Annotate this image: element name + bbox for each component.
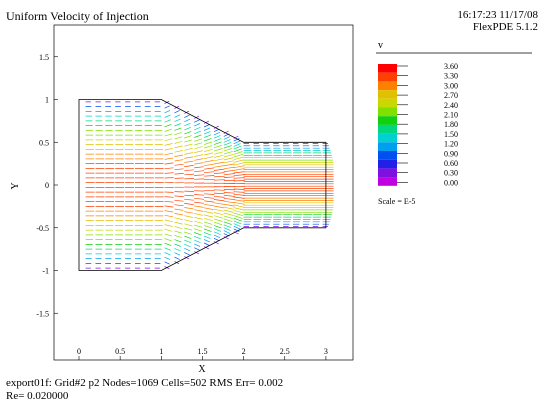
- velocity-arrow-row: [85, 188, 334, 193]
- y-axis-label: Y: [10, 182, 21, 189]
- legend-value: 0.90: [444, 149, 458, 158]
- legend-title: v: [378, 40, 383, 51]
- velocity-arrow-row: [85, 128, 333, 159]
- legend-value: 3.00: [444, 81, 458, 90]
- velocity-arrow-row: [85, 185, 334, 188]
- velocity-arrow-row: [85, 157, 334, 173]
- velocity-arrow-row: [85, 110, 330, 149]
- velocity-arrow-row: [85, 200, 334, 218]
- velocity-arrow-row: [85, 219, 331, 256]
- run-info: export01f: Grid#2 p2 Nodes=1069 Cells=50…: [6, 377, 284, 389]
- velocity-arrows: [85, 100, 334, 270]
- legend-value: 3.60: [444, 62, 458, 71]
- velocity-arrow-row: [85, 100, 328, 144]
- legend-swatch: [378, 142, 397, 151]
- legend-items: 3.603.303.002.702.402.101.801.501.200.90…: [378, 62, 458, 187]
- velocity-arrow-row: [85, 226, 328, 270]
- legend-value: 1.20: [444, 140, 458, 149]
- velocity-arrow-row: [85, 119, 332, 154]
- legend-swatch: [378, 159, 397, 169]
- legend-swatch: [378, 116, 397, 125]
- reynolds-number: Re= 0.020000: [6, 390, 69, 402]
- legend-swatch: [378, 72, 397, 82]
- legend-value: 2.10: [444, 111, 458, 120]
- velocity-arrow-row: [85, 162, 334, 175]
- legend-swatch: [378, 168, 397, 178]
- legend-value: 0.60: [444, 159, 458, 168]
- velocity-arrow-row: [85, 143, 334, 166]
- velocity-arrow-row: [85, 167, 334, 178]
- velocity-arrow-row: [85, 195, 334, 208]
- velocity-arrow-row: [85, 172, 334, 180]
- legend-swatch: [378, 133, 397, 143]
- legend-value: 0.00: [444, 178, 458, 187]
- chart-title: Uniform Velocity of Injection: [6, 9, 149, 23]
- legend-swatch: [378, 81, 397, 91]
- legend-swatch: [378, 90, 397, 99]
- y-tick-label: 0: [45, 181, 49, 190]
- legend-value: 2.40: [444, 101, 458, 110]
- y-axis-ticks: 1.5 1 0.5 0 -0.5 -1 -1.5: [36, 53, 58, 318]
- x-tick-label: 0: [77, 347, 81, 356]
- x-tick-label: 2.5: [280, 347, 290, 356]
- velocity-arrow-row: [85, 192, 334, 203]
- legend-swatch: [378, 98, 397, 108]
- legend-value: 1.80: [444, 120, 458, 129]
- x-axis-label: X: [198, 364, 206, 375]
- legend-value: 3.30: [444, 72, 458, 81]
- velocity-arrow-row: [85, 221, 330, 260]
- y-tick-label: -1.5: [36, 309, 49, 318]
- x-tick-label: 2: [242, 347, 246, 356]
- x-tick-label: 1.5: [197, 347, 207, 356]
- y-tick-label: 1: [45, 96, 49, 105]
- x-tick-label: 3: [324, 347, 328, 356]
- y-tick-label: 1.5: [39, 53, 49, 62]
- velocity-arrow-row: [85, 152, 334, 170]
- velocity-arrow-row: [85, 124, 332, 156]
- y-tick-label: -0.5: [36, 224, 49, 233]
- velocity-arrow-row: [85, 105, 329, 147]
- legend-scale-note: Scale = E-5: [378, 197, 415, 206]
- software-version: FlexPDE 5.1.2: [472, 21, 538, 33]
- x-axis-ticks: 0 0.5 1 1.5 2 2.5 3: [77, 347, 328, 360]
- x-tick-label: 1: [159, 347, 163, 356]
- legend: v 3.603.303.002.702.402.101.801.501.200.…: [376, 40, 532, 206]
- velocity-arrow-row: [85, 197, 334, 213]
- velocity-arrow-row: [85, 133, 333, 161]
- velocity-arrow-row: [85, 216, 332, 251]
- velocity-arrow-row: [85, 223, 329, 265]
- velocity-arrow-row: [85, 138, 334, 163]
- y-tick-label: -1: [42, 267, 49, 276]
- velocity-arrow-row: [85, 204, 334, 227]
- timestamp: 16:17:23 11/17/08: [457, 9, 538, 21]
- velocity-arrow-row: [85, 190, 334, 198]
- legend-swatch: [378, 64, 397, 73]
- velocity-arrow-row: [85, 114, 331, 151]
- legend-swatch: [378, 151, 397, 160]
- velocity-arrow-row: [85, 147, 334, 168]
- velocity-arrow-row: [85, 182, 334, 185]
- x-tick-label: 0.5: [115, 347, 125, 356]
- plot-frame: [53, 24, 354, 361]
- y-tick-label: 0.5: [39, 138, 49, 147]
- domain-outline: [78, 99, 327, 271]
- velocity-arrow-row: [85, 211, 333, 242]
- legend-swatch: [378, 124, 397, 134]
- velocity-arrow-row: [85, 209, 333, 237]
- legend-value: 2.70: [444, 91, 458, 100]
- velocity-arrow-row: [85, 177, 334, 182]
- legend-swatch: [378, 107, 397, 117]
- legend-swatch: [378, 177, 397, 186]
- velocity-arrow-row: [85, 214, 332, 246]
- legend-value: 1.50: [444, 130, 458, 139]
- legend-value: 0.30: [444, 169, 458, 178]
- velocity-arrow-row: [85, 207, 334, 232]
- velocity-arrow-row: [85, 202, 334, 223]
